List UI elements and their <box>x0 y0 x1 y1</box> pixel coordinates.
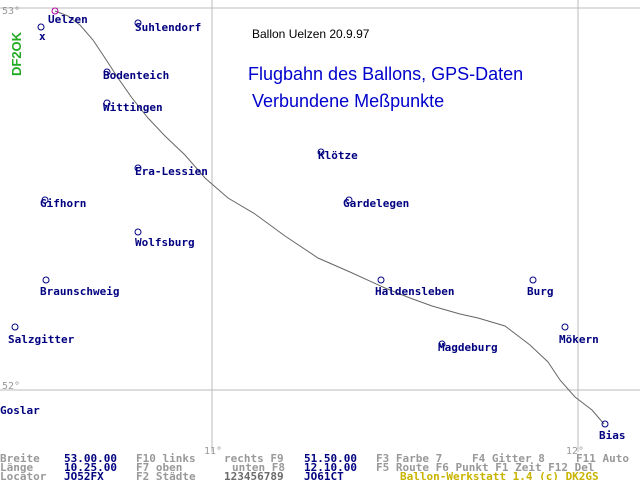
status-text: 51.50.00 <box>304 452 357 465</box>
place-marker <box>11 323 19 331</box>
place-marker <box>42 276 50 284</box>
place-label: Gifhorn <box>40 197 86 210</box>
place-marker <box>561 323 569 331</box>
place-marker <box>41 196 49 204</box>
place-label: Braunschweig <box>40 285 119 298</box>
status-text: JO52FX <box>64 470 104 480</box>
status-text: F4 Gitter 8 <box>472 452 545 465</box>
grid-label: 11° <box>204 446 222 457</box>
status-text: 53.00.00 <box>64 452 117 465</box>
place-label: Wittingen <box>103 101 163 114</box>
status-text: unten F8 <box>232 461 285 474</box>
grid-label: 52° <box>2 381 20 392</box>
place-label: Gardelegen <box>343 197 409 210</box>
caption: Ballon Uelzen 20.9.97 <box>252 27 370 41</box>
place-label: Haldensleben <box>375 285 454 298</box>
place-marker <box>377 276 385 284</box>
place-label: Salzgitter <box>8 333 75 346</box>
status-text: F10 links <box>136 452 196 465</box>
place-marker <box>317 148 325 156</box>
place-marker <box>345 196 353 204</box>
marker-label: x <box>39 30 46 43</box>
status-text: Ballon-Werkstatt 1.4 (c) DK2GS <box>400 470 599 480</box>
place-marker <box>37 23 45 31</box>
flight-track <box>54 10 605 425</box>
place-label: Bodenteich <box>103 69 169 82</box>
place-label: Uelzen <box>48 13 88 26</box>
status-text: 10.25.00 <box>64 461 117 474</box>
status-text: F11 Auto <box>576 452 629 465</box>
callsign: DF2OK <box>9 31 24 76</box>
place-marker <box>103 68 111 76</box>
place-marker <box>601 420 609 428</box>
place-label: Suhlendorf <box>135 21 201 34</box>
grid-label: 53° <box>2 6 20 17</box>
place-marker <box>438 340 446 348</box>
place-label: Magdeburg <box>438 341 498 354</box>
place-label: Wolfsburg <box>135 236 195 249</box>
status-text: JO61CT <box>304 470 344 480</box>
place-marker <box>134 19 142 27</box>
status-text: F3 Farbe 7 <box>376 452 442 465</box>
place-marker <box>51 7 59 15</box>
status-text: Locator <box>0 470 47 480</box>
status-text: F7 oben <box>136 461 182 474</box>
place-label: Era-Lessien <box>135 165 208 178</box>
status-text: 12.10.00 <box>304 461 357 474</box>
grid-label: 12° <box>566 446 584 457</box>
place-label: Burg <box>527 285 554 298</box>
status-text: rechts F9 <box>224 452 284 465</box>
status-text: F2 Städte <box>136 470 196 480</box>
place-marker <box>103 99 111 107</box>
place-marker <box>529 276 537 284</box>
status-text: F5 Route F6 Punkt F1 Zeit F12 Del <box>376 461 595 474</box>
place-marker <box>134 228 142 236</box>
status-text: Breite <box>0 452 40 465</box>
place-label: Mökern <box>559 333 599 346</box>
subtitle: Verbundene Meßpunkte <box>252 91 444 111</box>
place-marker <box>134 164 142 172</box>
status-text: 123456789 <box>224 470 284 480</box>
title: Flugbahn des Ballons, GPS-Daten <box>248 64 523 84</box>
place-label: Bias <box>599 429 626 442</box>
status-text: Länge <box>0 461 33 474</box>
place-label: Klötze <box>318 149 358 162</box>
place-label: Goslar <box>0 404 40 417</box>
